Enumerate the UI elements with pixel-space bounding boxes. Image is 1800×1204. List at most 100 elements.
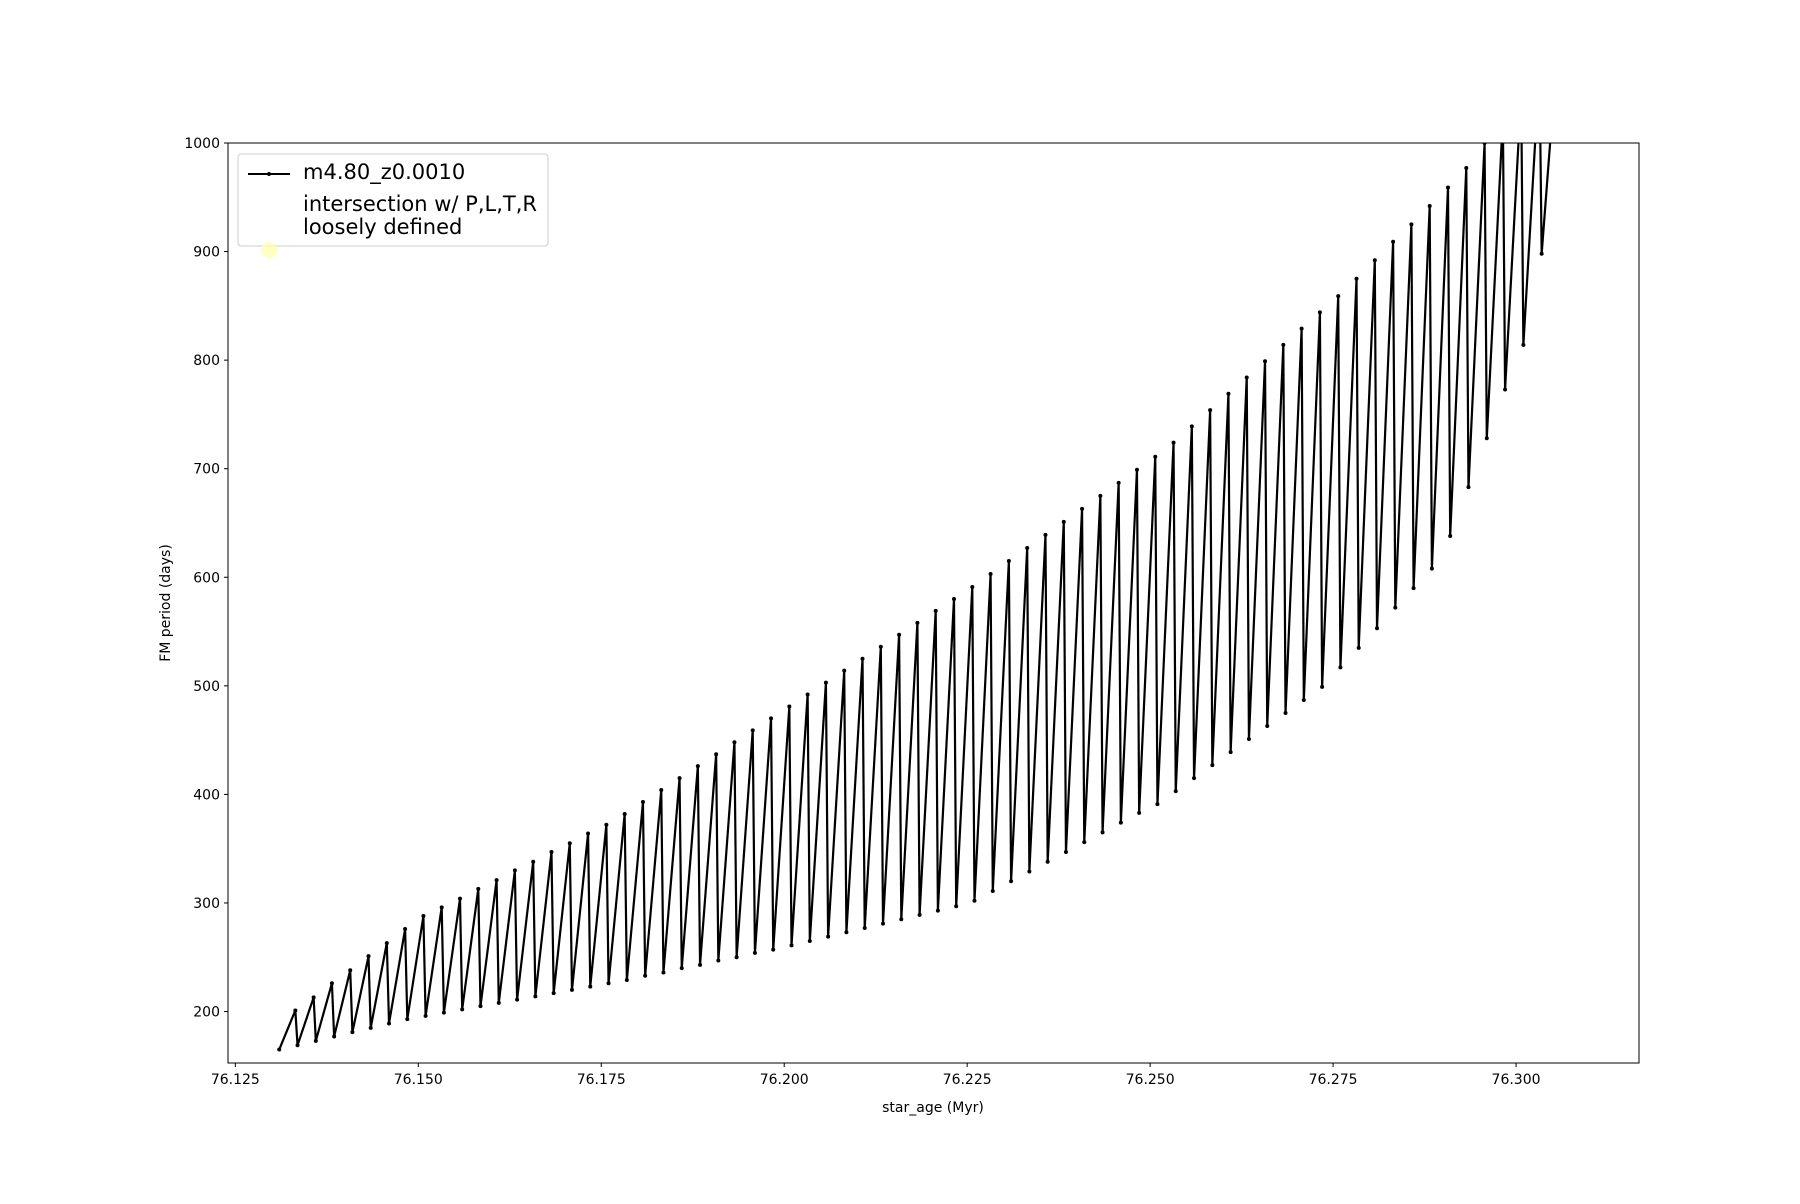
legend-marker bbox=[261, 242, 277, 258]
data-point bbox=[933, 608, 938, 613]
data-point bbox=[844, 930, 849, 935]
data-point bbox=[954, 904, 959, 909]
data-point bbox=[1445, 185, 1450, 190]
data-point bbox=[1409, 222, 1414, 227]
data-point bbox=[1009, 879, 1014, 884]
data-point bbox=[1393, 605, 1398, 610]
data-point bbox=[1503, 387, 1508, 392]
data-point bbox=[293, 1008, 298, 1013]
data-point bbox=[1116, 480, 1121, 485]
data-point bbox=[1043, 532, 1048, 537]
data-point bbox=[1082, 840, 1087, 845]
data-point bbox=[659, 788, 664, 793]
data-point bbox=[441, 1010, 446, 1015]
y-axis-label: FM period (days) bbox=[158, 544, 174, 662]
legend-frame bbox=[237, 153, 549, 247]
x-tick-label: 76.250 bbox=[1126, 1072, 1175, 1088]
data-point bbox=[384, 941, 389, 946]
data-point bbox=[677, 776, 682, 781]
x-tick-label: 76.225 bbox=[943, 1072, 992, 1088]
data-point bbox=[1025, 545, 1030, 550]
data-point bbox=[1226, 391, 1231, 396]
data-point bbox=[915, 620, 920, 625]
data-point bbox=[805, 692, 810, 697]
x-axis-label: star_age (Myr) bbox=[882, 1100, 984, 1116]
y-tick-label: 300 bbox=[193, 896, 220, 912]
data-point bbox=[1338, 665, 1343, 670]
data-point bbox=[1080, 506, 1085, 511]
data-point bbox=[1153, 454, 1158, 459]
data-point bbox=[1100, 830, 1105, 835]
data-point bbox=[1045, 859, 1050, 864]
legend-marker bbox=[267, 172, 271, 176]
data-point bbox=[881, 921, 886, 926]
data-point bbox=[478, 1004, 483, 1009]
data-point bbox=[716, 958, 721, 963]
data-point bbox=[1320, 684, 1325, 689]
data-point bbox=[496, 1000, 501, 1005]
data-point bbox=[917, 912, 922, 917]
data-point bbox=[329, 981, 334, 986]
data-point bbox=[899, 917, 904, 922]
data-point bbox=[1228, 750, 1233, 755]
data-point bbox=[1521, 342, 1526, 347]
data-point bbox=[569, 987, 574, 992]
data-point bbox=[1427, 203, 1432, 208]
data-point bbox=[1374, 626, 1379, 631]
data-point bbox=[1192, 776, 1197, 781]
data-point bbox=[1484, 436, 1489, 441]
plot-area bbox=[277, 143, 1552, 1052]
data-point bbox=[990, 889, 995, 894]
x-tick-label: 76.300 bbox=[1492, 1072, 1541, 1088]
data-point bbox=[1372, 258, 1377, 263]
data-point bbox=[714, 752, 719, 757]
data-point bbox=[277, 1047, 282, 1052]
data-point bbox=[1281, 342, 1286, 347]
data-point bbox=[972, 898, 977, 903]
data-point bbox=[457, 896, 462, 901]
data-point bbox=[311, 995, 316, 1000]
data-point bbox=[970, 585, 975, 590]
data-point bbox=[624, 978, 629, 983]
data-point bbox=[1246, 737, 1251, 742]
data-point bbox=[366, 954, 371, 959]
data-point bbox=[1356, 645, 1361, 650]
x-tick-label: 76.150 bbox=[394, 1072, 443, 1088]
legend: m4.80_z0.0010 intersection w/ P,L,T,R loo… bbox=[237, 153, 549, 258]
data-point bbox=[348, 968, 353, 973]
data-point bbox=[512, 868, 517, 873]
data-point bbox=[842, 668, 847, 673]
x-tick-label: 76.175 bbox=[577, 1072, 626, 1088]
data-point bbox=[1539, 251, 1544, 256]
x-tick-label: 76.125 bbox=[211, 1072, 260, 1088]
data-point bbox=[1063, 849, 1068, 854]
y-tick-label: 700 bbox=[193, 462, 220, 478]
data-point bbox=[567, 841, 572, 846]
data-point bbox=[1448, 534, 1453, 539]
data-point bbox=[1137, 810, 1142, 815]
data-point bbox=[1006, 558, 1011, 563]
data-point bbox=[421, 913, 426, 918]
data-point bbox=[1171, 440, 1176, 445]
data-point bbox=[789, 943, 794, 948]
y-tick-label: 500 bbox=[193, 679, 220, 695]
data-point bbox=[604, 822, 609, 827]
data-point bbox=[826, 934, 831, 939]
data-point bbox=[403, 927, 408, 932]
data-point bbox=[1061, 519, 1066, 524]
data-point bbox=[1134, 467, 1139, 472]
legend-label: m4.80_z0.0010 bbox=[303, 161, 466, 184]
data-point bbox=[551, 991, 556, 996]
data-point bbox=[476, 886, 481, 891]
data-point bbox=[533, 994, 538, 999]
data-point bbox=[951, 596, 956, 601]
x-tick-label: 76.200 bbox=[760, 1072, 809, 1088]
data-point bbox=[732, 740, 737, 745]
data-point bbox=[1283, 710, 1288, 715]
data-point bbox=[1336, 294, 1341, 299]
data-point bbox=[698, 962, 703, 967]
legend-item: m4.80_z0.0010 bbox=[303, 161, 466, 184]
data-point bbox=[734, 955, 739, 960]
data-point bbox=[606, 981, 611, 986]
